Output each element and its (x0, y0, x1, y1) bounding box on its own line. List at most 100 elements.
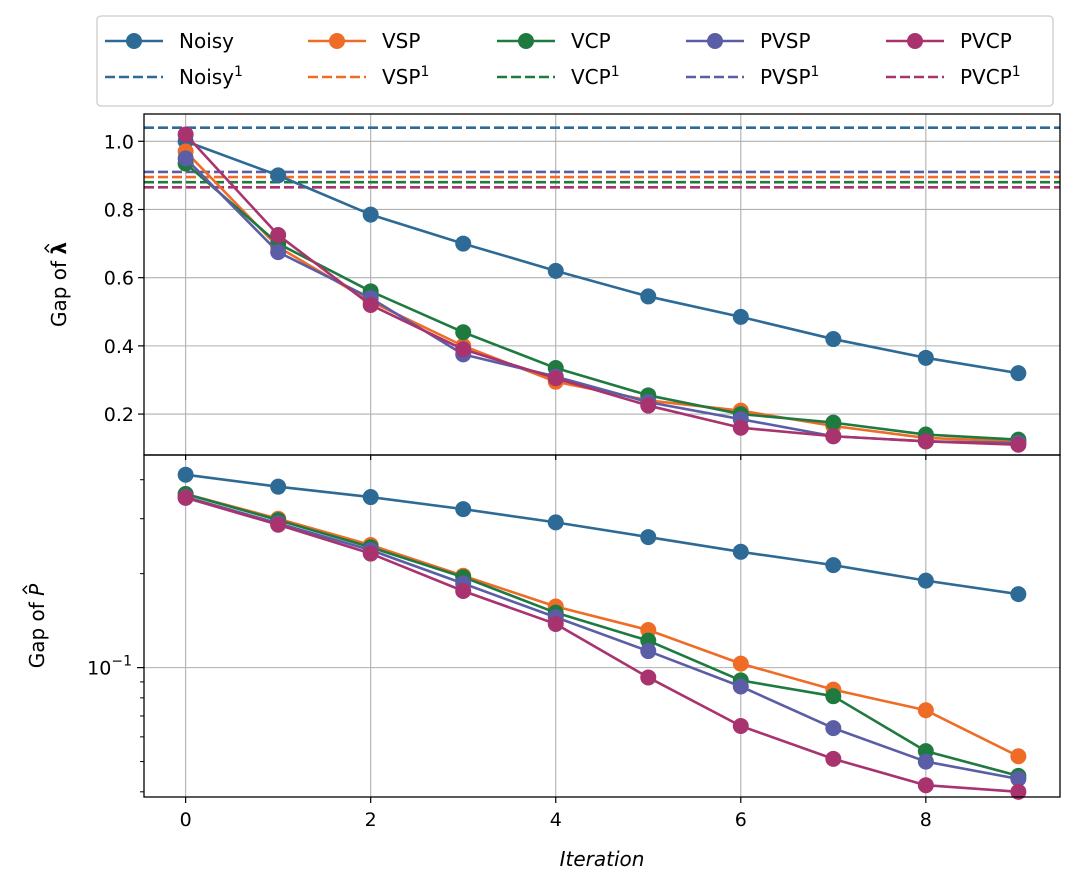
data-point-noisy (362, 206, 379, 223)
legend-marker (329, 33, 345, 49)
y-tick-label-base: 10 (87, 658, 111, 680)
y-tick-label: 0.4 (104, 336, 134, 358)
data-point-pvcp (1010, 436, 1027, 453)
data-point-pvcp (177, 126, 194, 143)
series-line-vcp (184, 162, 1019, 441)
y-axis-label-symbol: λ (47, 242, 71, 255)
data-point-noisy (362, 489, 379, 506)
series-line-vcp (185, 492, 1019, 778)
data-point-pvcp (270, 516, 287, 533)
x-tick-label: 0 (180, 809, 192, 831)
series-line-pvsp (185, 495, 1019, 781)
data-point-noisy (1010, 586, 1027, 603)
axes-frame (143, 113, 1061, 798)
legend-label-text: VSP (382, 65, 420, 89)
x-tick-label: 6 (735, 809, 747, 831)
data-point-pvsp (1010, 770, 1027, 787)
y-tick-label: 1.0 (104, 131, 134, 153)
y-axis-label-symbol: P (25, 583, 49, 596)
x-axis-label: Iteration (560, 847, 645, 871)
data-point-pvcp (917, 433, 934, 450)
legend-label-superscript: 1 (234, 64, 243, 80)
y-axis-label: Gap of P (22, 583, 49, 668)
data-point-noisy (1010, 365, 1027, 382)
y-axis-label-prefix: Gap of (25, 596, 49, 668)
data-point-pvsp (732, 678, 749, 695)
legend-label: PVCP1 (960, 64, 1021, 89)
legend-item-noisy-sup1: Noisy1 (105, 64, 243, 89)
legend-item-vsp-sup1: VSP1 (308, 64, 429, 89)
hat-accent (22, 585, 28, 595)
legend-label-text: PVCP (960, 65, 1012, 89)
data-point-pvcp (825, 428, 842, 445)
data-point-pvsp (825, 720, 842, 737)
y-axis-label-text: Gap of P (25, 583, 49, 668)
data-point-vcp (455, 324, 472, 341)
legend-label-text: PVSP (760, 29, 811, 53)
data-point-noisy (640, 529, 657, 546)
data-point-noisy (270, 167, 287, 184)
data-point-pvcp (732, 718, 749, 735)
legend-label-text: Noisy (179, 65, 234, 89)
data-point-pvcp (917, 777, 934, 794)
legend-label-superscript: 1 (611, 64, 620, 80)
y-tick-label-exponent: −1 (111, 654, 132, 670)
data-point-pvcp (362, 545, 379, 562)
data-point-pvsp (640, 643, 657, 660)
hat-accent (44, 243, 50, 253)
legend-marker (126, 33, 142, 49)
legend-label: PVCP (960, 29, 1012, 53)
data-point-pvcp (547, 370, 564, 387)
bottom-panel-plot (177, 466, 1027, 800)
series-line-vsp (185, 492, 1019, 758)
data-point-noisy (917, 349, 934, 366)
y-tick-label: 0.8 (104, 199, 134, 221)
data-point-pvcp (270, 227, 287, 244)
legend-label-text: Noisy (179, 29, 234, 53)
bottom-axes-frame (143, 454, 1061, 798)
data-point-pvcp (640, 397, 657, 414)
y-tick-label: 10−1 (87, 654, 132, 680)
data-point-noisy (640, 288, 657, 305)
legend-label: VSP1 (382, 64, 429, 89)
legend-label: VCP1 (571, 64, 620, 89)
legend-label-superscript: 1 (811, 64, 820, 80)
data-point-noisy (917, 572, 934, 589)
legend-label: Noisy1 (179, 64, 243, 89)
legend-marker (518, 33, 534, 49)
series-line-noisy (185, 140, 1019, 375)
data-point-pvcp (825, 750, 842, 767)
legend-label-text: VCP (571, 65, 611, 89)
data-point-pvcp (455, 341, 472, 358)
legend-marker (707, 33, 723, 49)
data-point-noisy (270, 478, 287, 495)
data-point-pvcp (1010, 783, 1027, 800)
data-point-pvcp (177, 489, 194, 506)
data-point-vsp (732, 655, 749, 672)
y-axis-label-prefix: Gap of (47, 255, 71, 327)
x-tick-label: 2 (365, 809, 377, 831)
data-point-pvcp (640, 669, 657, 686)
legend-label-text: VSP (382, 29, 420, 53)
y-axis-label: Gap of λ (44, 242, 71, 327)
data-point-pvsp (177, 150, 194, 167)
data-point-pvcp (362, 296, 379, 313)
data-point-vcp (825, 414, 842, 431)
x-tick-label: 4 (550, 809, 562, 831)
data-point-pvcp (547, 615, 564, 632)
series-line-pvcp (185, 496, 1019, 794)
legend-item-vcp-sup1: VCP1 (497, 64, 620, 89)
legend-label-superscript: 1 (1012, 64, 1021, 80)
legend-item-pvcp: PVCP (886, 29, 1012, 53)
data-point-noisy (455, 235, 472, 252)
series-line-noisy (185, 473, 1019, 596)
legend-label: Noisy (179, 29, 234, 53)
data-point-noisy (825, 331, 842, 348)
legend-item-pvsp: PVSP (686, 29, 811, 53)
legend-label-text: PVCP (960, 29, 1012, 53)
y-tick-label: 0.2 (104, 404, 134, 426)
legend-label-superscript: 1 (420, 64, 429, 80)
y-axis-label-text: Gap of λ (47, 242, 71, 327)
legend-item-vsp: VSP (308, 29, 420, 53)
